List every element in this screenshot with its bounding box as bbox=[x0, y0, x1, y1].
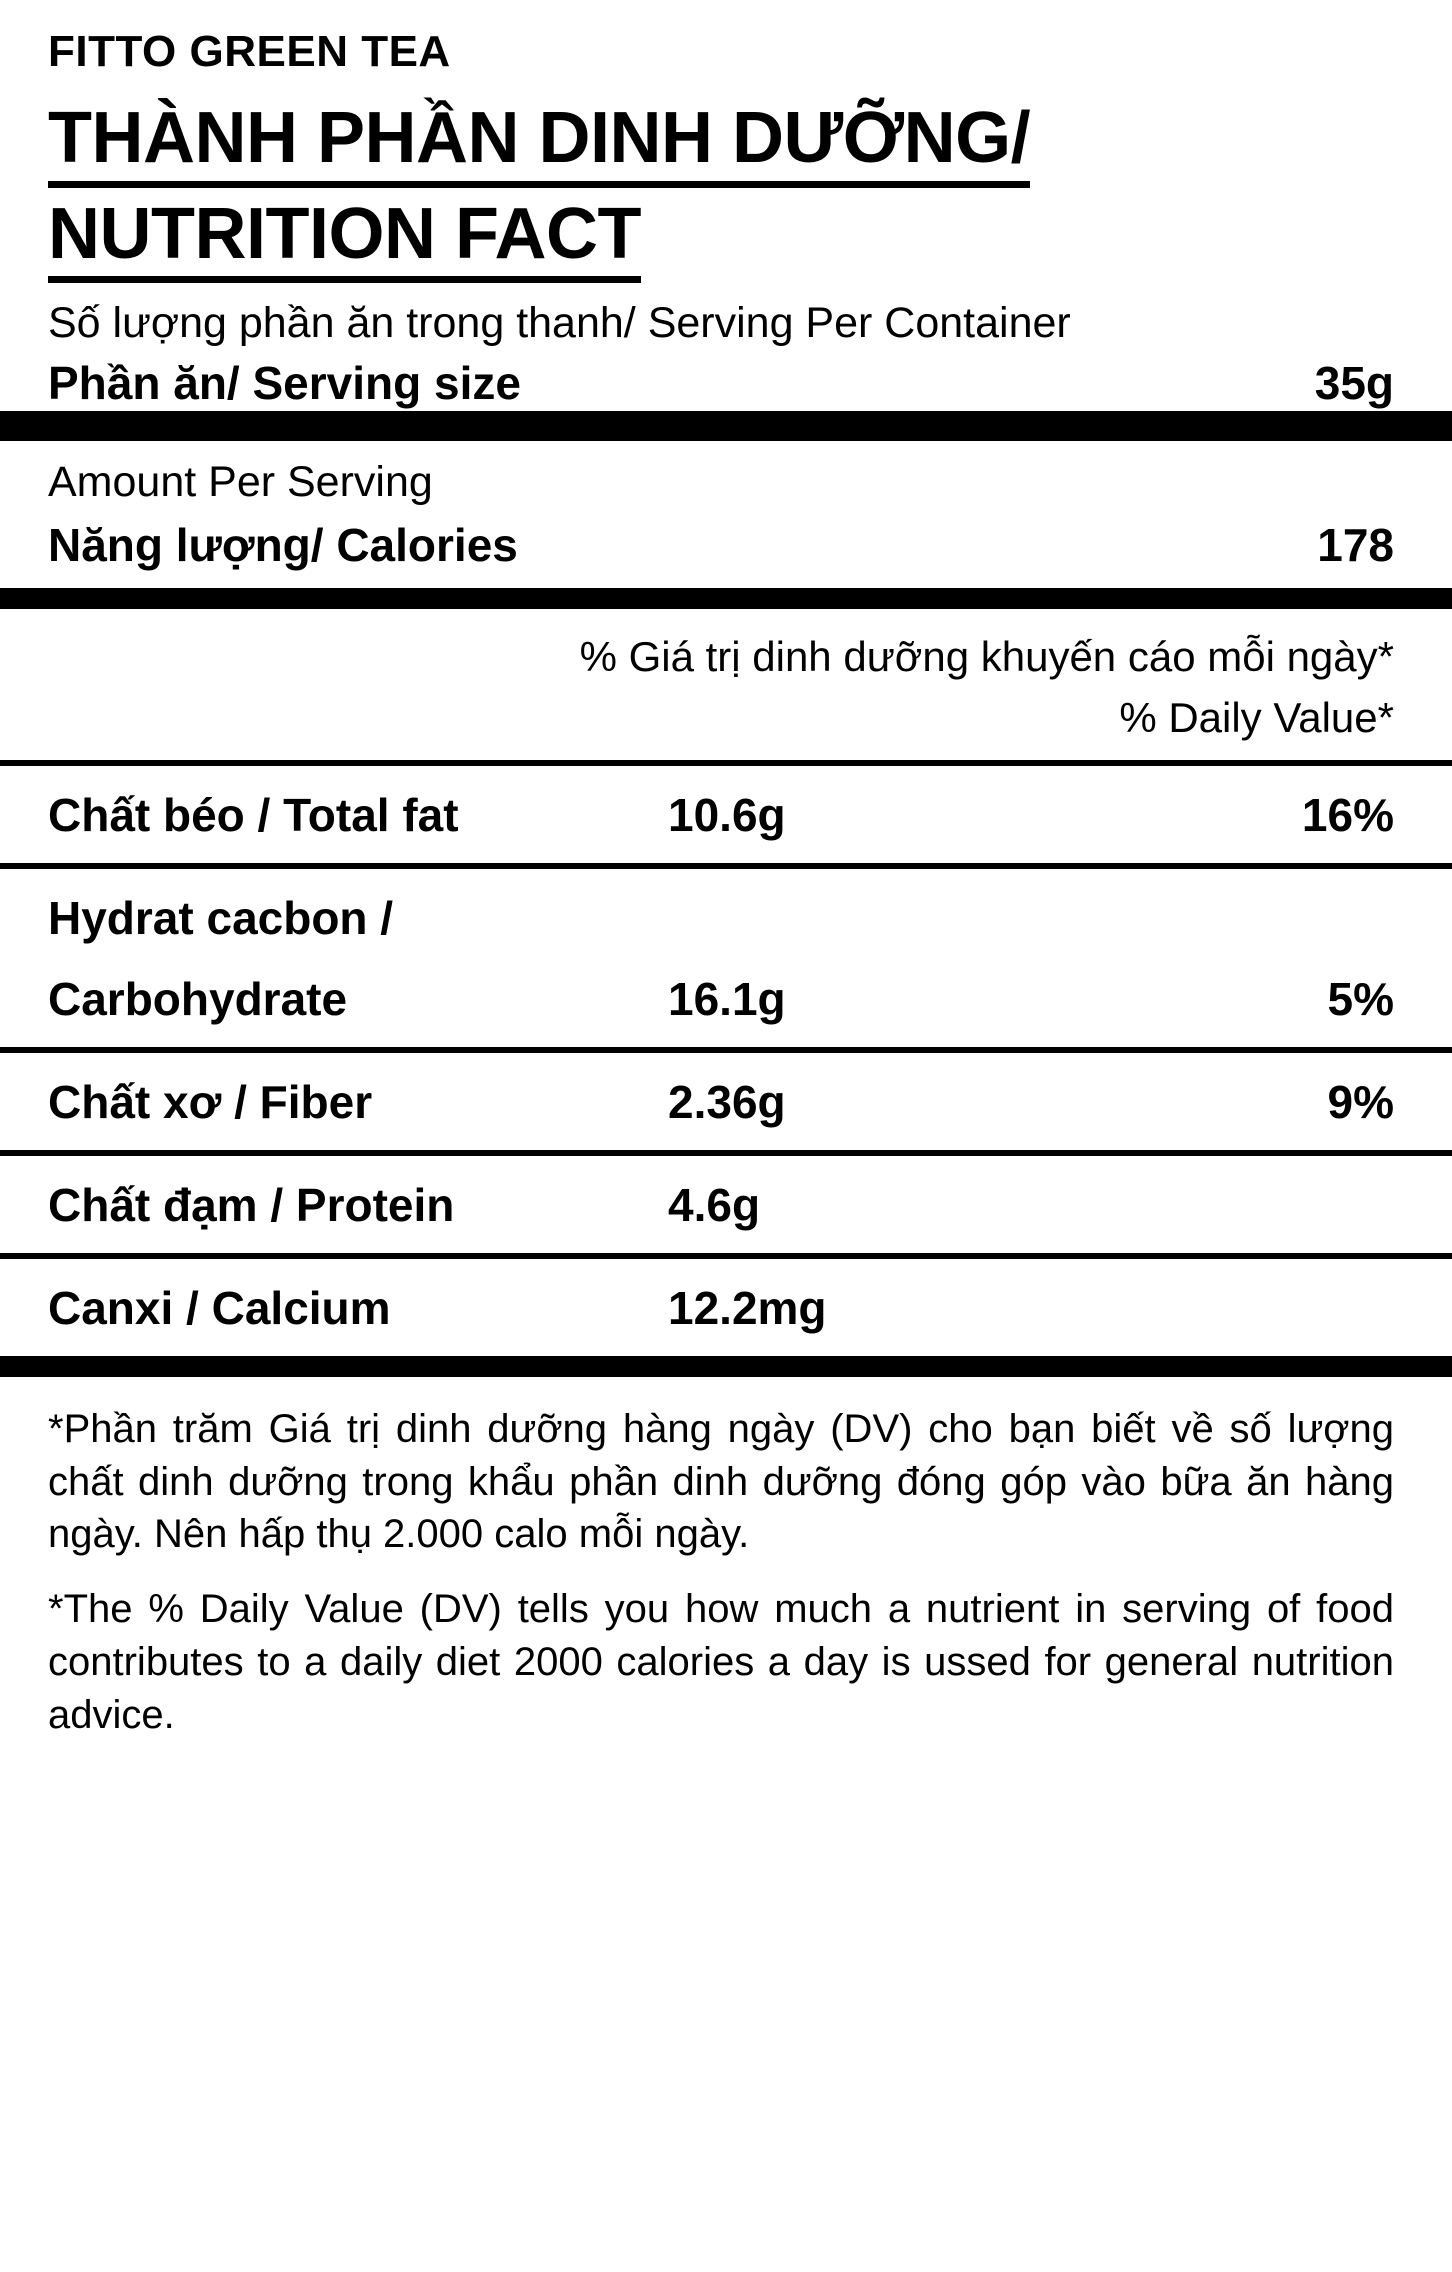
amount-per-serving-label: Amount Per Serving bbox=[48, 457, 433, 506]
nutrient-daily-value: 5% bbox=[1327, 973, 1394, 1026]
nutrient-amount: 16.1g bbox=[668, 973, 786, 1026]
brand-name: FITTO GREEN TEA bbox=[48, 27, 451, 76]
daily-value-header: % Giá trị dinh dưỡng khuyến cáo mỗi ngày… bbox=[0, 609, 1452, 761]
nutrient-daily-value: 9% bbox=[1327, 1076, 1394, 1129]
label-header: FITTO GREEN TEA THÀNH PHẦN DINH DƯỠNG/ N… bbox=[0, 0, 1452, 284]
divider-thick-top bbox=[0, 410, 1452, 441]
calories-row: Năng lượng/ Calories 178 bbox=[48, 518, 1394, 587]
serving-block: Số lượng phần ăn trong thanh/ Serving Pe… bbox=[0, 297, 1452, 411]
divider-thick-calories bbox=[0, 587, 1452, 609]
page-title: THÀNH PHẦN DINH DƯỠNG/ NUTRITION FACT bbox=[48, 98, 1394, 284]
nutrient-name: Canxi / Calcium bbox=[48, 1281, 391, 1334]
table-row: Chất xơ / Fiber 2.36g 9% bbox=[0, 1053, 1452, 1150]
table-row: Chất đạm / Protein 4.6g bbox=[0, 1156, 1452, 1253]
nutrient-name: Hydrat cacbon / Carbohydrate bbox=[48, 889, 668, 1029]
nutrient-name: Chất đạm / Protein bbox=[48, 1178, 455, 1231]
table-row: Canxi / Calcium 12.2mg bbox=[0, 1259, 1452, 1356]
nutrient-amount: 4.6g bbox=[668, 1178, 761, 1231]
footnote-english: *The % Daily Value (DV) tells you how mu… bbox=[48, 1587, 1394, 1737]
nutrient-daily-value: 16% bbox=[1301, 789, 1394, 842]
table-row: Chất béo / Total fat 10.6g 16% bbox=[0, 766, 1452, 863]
page-title-line-vn: THÀNH PHẦN DINH DƯỠNG/ bbox=[48, 98, 1031, 188]
nutrient-name-line2: Carbohydrate bbox=[48, 973, 348, 1026]
nutrient-amount: 10.6g bbox=[668, 789, 786, 842]
serving-per-container-label: Số lượng phần ăn trong thanh/ Serving Pe… bbox=[48, 299, 1071, 348]
calories-value: 178 bbox=[1317, 519, 1394, 572]
footnote-vietnamese: *Phần trăm Giá trị dinh dưỡng hàng ngày … bbox=[48, 1406, 1394, 1557]
page-title-line-en: NUTRITION FACT bbox=[48, 194, 641, 284]
calories-label: Năng lượng/ Calories bbox=[48, 519, 518, 572]
serving-size-value: 35g bbox=[1314, 356, 1394, 409]
serving-size-row: Phần ăn/ Serving size 35g bbox=[48, 356, 1394, 411]
nutrient-amount: 12.2mg bbox=[668, 1281, 827, 1334]
divider-row-3 bbox=[0, 1149, 1452, 1156]
daily-value-header-en: % Daily Value* bbox=[1119, 693, 1394, 741]
serving-size-label: Phần ăn/ Serving size bbox=[48, 356, 521, 409]
nutrient-name-line1: Hydrat cacbon / bbox=[48, 892, 394, 945]
nutrient-name: Chất xơ / Fiber bbox=[48, 1076, 373, 1129]
divider-row-1 bbox=[0, 863, 1452, 870]
nutrient-amount: 2.36g bbox=[668, 1076, 786, 1129]
calories-block: Amount Per Serving Năng lượng/ Calories … bbox=[0, 441, 1452, 588]
divider-above-nutrients bbox=[0, 760, 1452, 767]
divider-row-4 bbox=[0, 1252, 1452, 1259]
nutrient-name: Chất béo / Total fat bbox=[48, 789, 459, 842]
daily-value-header-vn: % Giá trị dinh dưỡng khuyến cáo mỗi ngày… bbox=[579, 632, 1394, 680]
divider-row-2 bbox=[0, 1047, 1452, 1054]
divider-thick-bottom bbox=[0, 1355, 1452, 1377]
table-row: Hydrat cacbon / Carbohydrate 16.1g 5% bbox=[0, 869, 1452, 1047]
